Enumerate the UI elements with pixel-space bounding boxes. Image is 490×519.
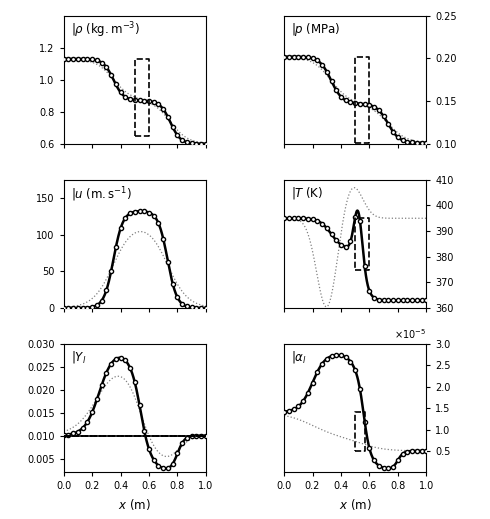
Text: $\vert\rho\;(\mathrm{kg.m}^{-3})$: $\vert\rho\;(\mathrm{kg.m}^{-3})$: [71, 21, 140, 40]
Text: $\vert u\;(\mathrm{m.s}^{-1})$: $\vert u\;(\mathrm{m.s}^{-1})$: [71, 185, 132, 203]
Text: $\times10^{-5}$: $\times10^{-5}$: [394, 327, 426, 342]
X-axis label: $x$ (m): $x$ (m): [339, 497, 371, 512]
Text: $\vert\alpha_l$: $\vert\alpha_l$: [291, 349, 307, 365]
Text: $\vert Y_l$: $\vert Y_l$: [71, 349, 86, 365]
Text: $\vert T\;(\mathrm{K})$: $\vert T\;(\mathrm{K})$: [291, 185, 323, 201]
Text: $\vert p\;(\mathrm{MPa})$: $\vert p\;(\mathrm{MPa})$: [291, 21, 341, 38]
X-axis label: $x$ (m): $x$ (m): [119, 497, 151, 512]
